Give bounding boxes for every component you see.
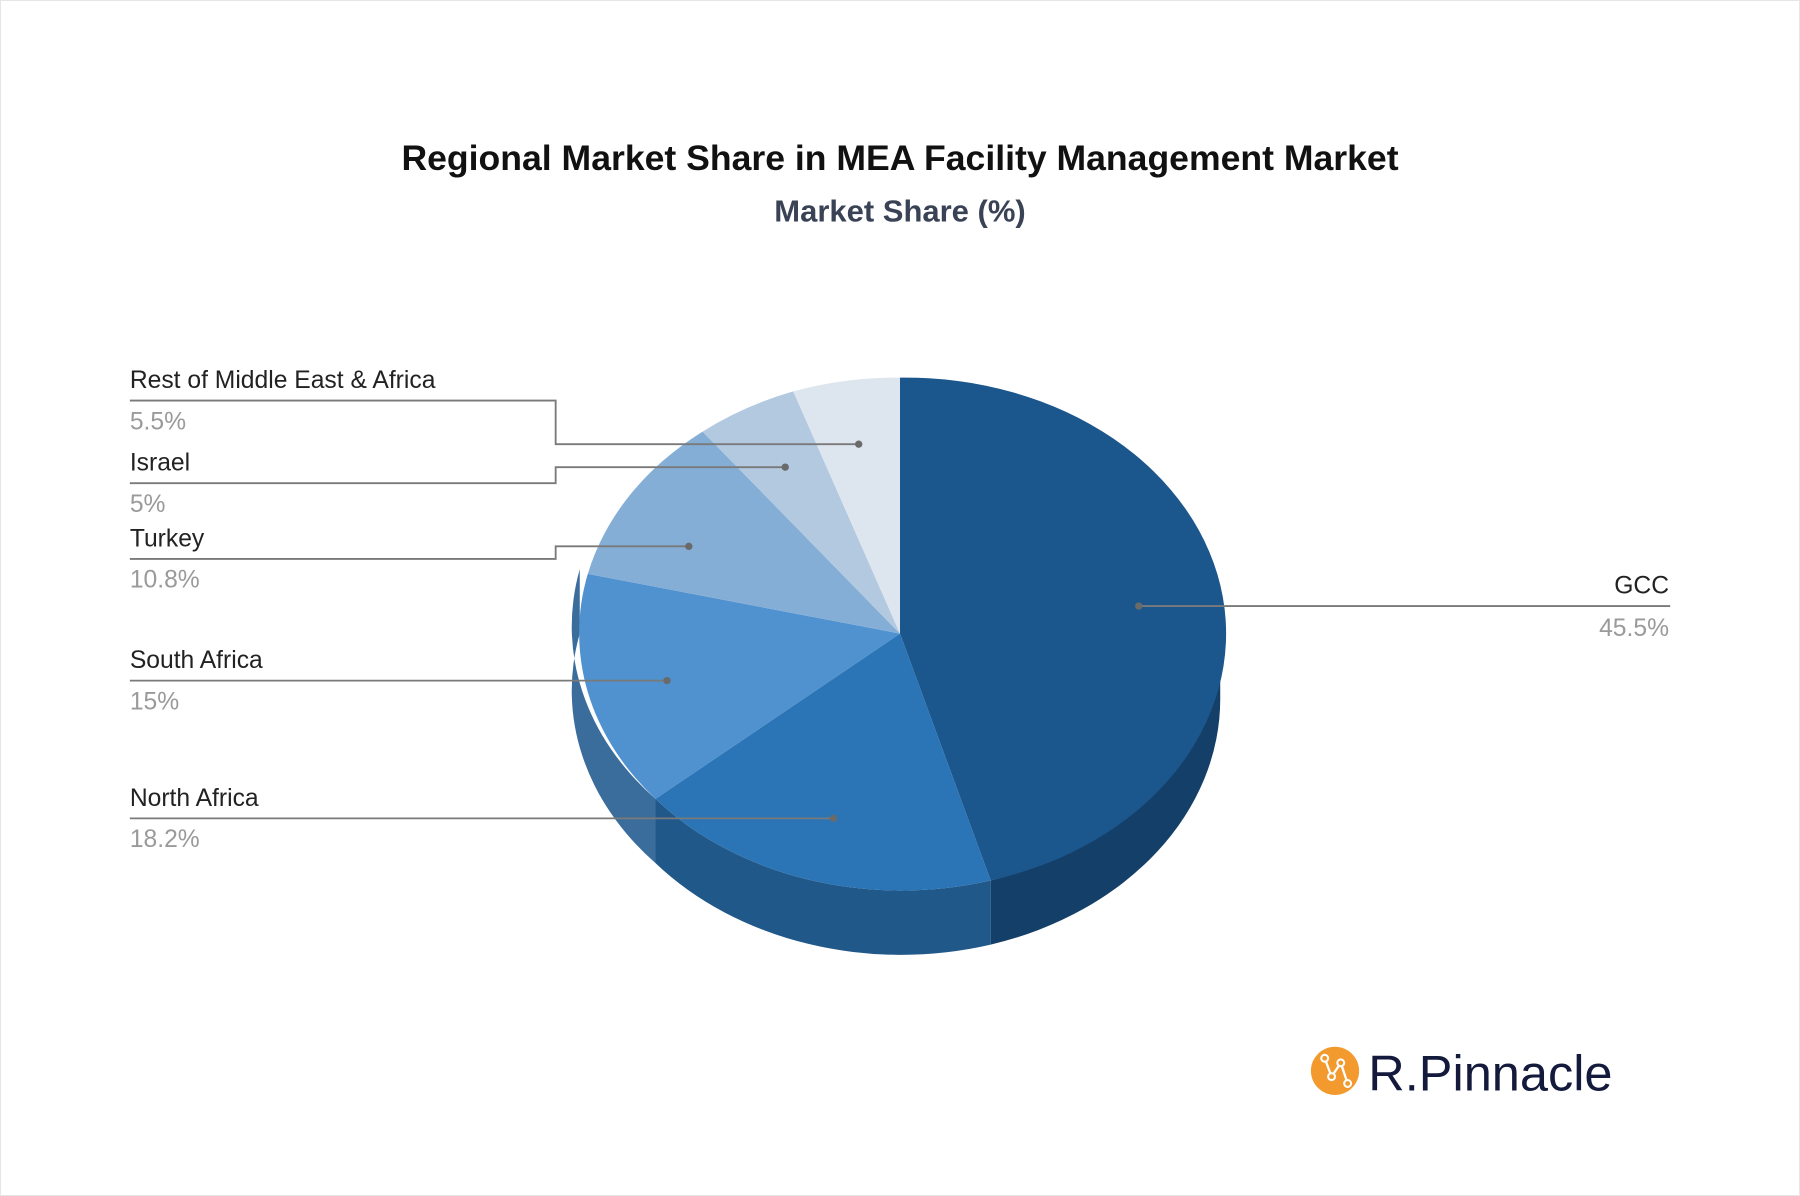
label-gcc-value: 45.5% [1599,615,1669,642]
label-turkey-value: 10.8% [130,567,200,594]
label-turkey-name: Turkey [130,525,205,552]
label-rest-name: Rest of Middle East & Africa [130,367,436,394]
slice-turkey[interactable] [587,431,900,634]
label-north-africa-name: North Africa [130,785,259,812]
slice-north-africa[interactable] [655,633,991,891]
label-north-africa-value: 18.2% [130,826,200,853]
chart-subtitle: Market Share (%) [774,194,1025,229]
slice-rest[interactable] [793,377,900,634]
label-south-africa-value: 15% [130,688,179,715]
label-rest-value: 5.5% [130,408,186,435]
pie-slices [579,377,1227,891]
label-gcc-name: GCC [1614,572,1669,599]
slice-gcc[interactable] [900,377,1227,881]
chart-title: Regional Market Share in MEA Facility Ma… [401,138,1398,178]
brand-logo: R.Pinnacle [1310,1044,1613,1101]
pie-depth [571,569,1221,955]
label-israel-name: Israel [130,450,190,477]
brand-name: R.Pinnacle [1368,1044,1612,1101]
slice-south-africa[interactable] [579,573,900,799]
label-south-africa-name: South Africa [130,647,263,674]
label-israel-value: 5% [130,491,166,518]
leader-lines [129,399,1671,823]
slice-israel[interactable] [702,391,900,634]
